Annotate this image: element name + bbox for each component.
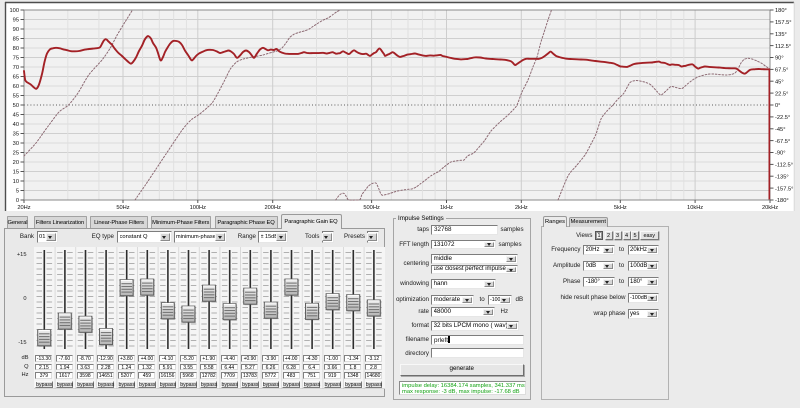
svg-text:20Hz: 20Hz: [17, 205, 30, 211]
svg-text:80: 80: [13, 46, 19, 52]
svg-text:2kHz: 2kHz: [515, 205, 528, 211]
svg-text:20kHz: 20kHz: [762, 205, 778, 211]
svg-text:90°: 90°: [775, 56, 784, 62]
svg-text:500Hz: 500Hz: [363, 205, 380, 211]
svg-text:-90°: -90°: [775, 151, 786, 157]
svg-text:200Hz: 200Hz: [264, 205, 281, 211]
svg-text:65: 65: [13, 75, 19, 81]
svg-text:35: 35: [13, 132, 19, 138]
svg-text:10kHz: 10kHz: [687, 205, 703, 211]
svg-text:70: 70: [13, 65, 19, 71]
svg-text:25: 25: [13, 151, 19, 157]
svg-text:157.5°: 157.5°: [775, 20, 792, 26]
svg-text:-180°: -180°: [775, 198, 789, 204]
svg-text:67.5°: 67.5°: [775, 68, 788, 74]
svg-text:40: 40: [13, 122, 19, 128]
svg-text:85: 85: [13, 37, 19, 43]
svg-text:95: 95: [13, 18, 19, 24]
svg-text:135°: 135°: [775, 32, 787, 38]
svg-text:5kHz: 5kHz: [614, 205, 627, 211]
svg-text:75: 75: [13, 56, 19, 62]
svg-text:60: 60: [13, 84, 19, 90]
svg-text:45°: 45°: [775, 80, 784, 86]
svg-text:30: 30: [13, 141, 19, 147]
svg-text:112.5°: 112.5°: [775, 44, 791, 50]
svg-text:90: 90: [13, 27, 19, 33]
svg-text:1kHz: 1kHz: [440, 205, 453, 211]
svg-text:180°: 180°: [775, 8, 787, 14]
svg-text:0: 0: [16, 198, 19, 204]
svg-text:15: 15: [13, 170, 19, 176]
svg-text:10: 10: [13, 179, 19, 185]
svg-text:-67.5°: -67.5°: [775, 139, 790, 145]
svg-text:20: 20: [13, 160, 19, 166]
svg-text:45: 45: [13, 113, 19, 119]
svg-text:-135°: -135°: [775, 174, 789, 180]
svg-text:5: 5: [16, 189, 19, 195]
svg-text:100Hz: 100Hz: [190, 205, 207, 211]
svg-text:22.5°: 22.5°: [775, 91, 788, 97]
svg-text:-22.5°: -22.5°: [775, 115, 790, 121]
svg-text:55: 55: [13, 94, 19, 100]
svg-text:100: 100: [10, 8, 20, 14]
svg-text:-45°: -45°: [775, 127, 786, 133]
svg-text:50Hz: 50Hz: [116, 205, 129, 211]
svg-text:50: 50: [13, 103, 19, 109]
svg-text:0°: 0°: [775, 103, 780, 109]
svg-text:-157.5°: -157.5°: [775, 186, 793, 192]
svg-text:-112.5°: -112.5°: [775, 163, 793, 169]
